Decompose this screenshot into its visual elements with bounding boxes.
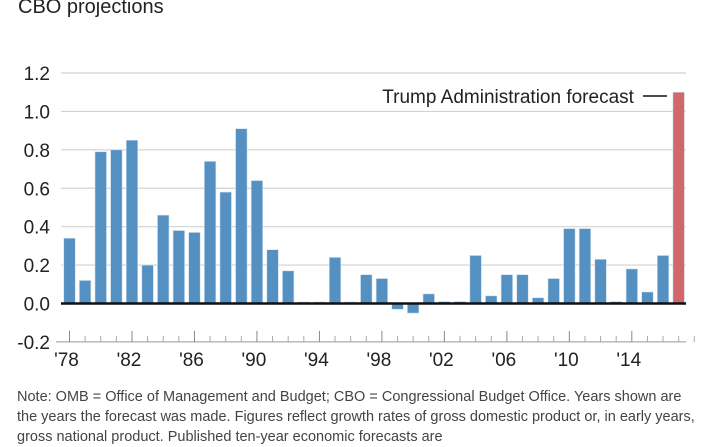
x-tick-label: '06	[491, 350, 516, 371]
x-tick-label: '98	[367, 350, 392, 371]
y-tick-label: 0.8	[24, 141, 50, 162]
x-tick-label: '02	[429, 350, 454, 371]
x-tick-label: '90	[242, 350, 267, 371]
y-tick-label: 0.4	[24, 218, 51, 239]
bar-2001	[422, 293, 435, 304]
gridlines	[61, 72, 686, 266]
bar-1984	[157, 214, 170, 304]
y-tick-label: 1.2	[24, 64, 50, 85]
x-tick-label: '10	[554, 350, 579, 371]
y-axis-tick-labels: 1.2 1.0 0.8 0.6 0.4 0.2 0.0 -0.2	[17, 64, 50, 354]
bar-1998	[375, 278, 388, 304]
chart-subtitle: CBO projections	[18, 0, 164, 18]
bar-1992	[282, 270, 295, 304]
bar-1990	[250, 180, 263, 304]
chart-note: Note: OMB = Office of Management and Bud…	[17, 389, 695, 445]
bar-2010	[563, 228, 576, 304]
x-tick-label: '94	[304, 350, 329, 371]
bar-1985	[172, 230, 185, 304]
bar-1987	[204, 161, 217, 304]
forecast-bar-2017	[672, 91, 685, 304]
bar-2016	[657, 255, 670, 304]
bar-1980	[94, 151, 107, 304]
bar-1982	[125, 139, 139, 304]
bar-1978	[63, 237, 76, 304]
bar-2007	[516, 274, 529, 304]
bar-1988	[219, 191, 232, 304]
annotation-trump-forecast: Trump Administration forecast	[382, 87, 634, 108]
x-tick-label: '14	[616, 350, 641, 371]
bar-1995	[328, 257, 342, 304]
bar-1983	[141, 264, 154, 304]
bar-2006	[500, 274, 513, 304]
annotations: Trump Administration forecast	[382, 87, 667, 108]
x-tick-label: '78	[54, 350, 79, 371]
bar-1991	[266, 249, 279, 304]
bar-1979	[79, 280, 92, 304]
bar-1997	[360, 274, 373, 304]
bar-1989	[235, 128, 248, 304]
bar-2000	[407, 303, 420, 314]
bar-2009	[547, 278, 560, 304]
bar-2015	[641, 291, 654, 304]
bar-1981	[110, 149, 123, 304]
x-axis: '78 '82 '86 '90 '94 '98 '02 '06 '10 '14	[54, 302, 695, 371]
bar-chart: 1.2 1.0 0.8 0.6 0.4 0.2 0.0 -0.2 '78 '82 '86 '90 '9…	[17, 64, 695, 371]
x-tick-label: '86	[179, 350, 204, 371]
y-tick-label: 1.0	[24, 102, 50, 123]
y-tick-label: 0.0	[24, 295, 50, 316]
bars	[63, 91, 685, 314]
y-tick-label: -0.2	[17, 333, 50, 354]
y-tick-label: 0.2	[24, 256, 50, 277]
bar-2014	[625, 268, 638, 304]
x-tick-label: '82	[117, 350, 142, 371]
y-tick-label: 0.6	[24, 179, 50, 200]
bar-1986	[188, 232, 201, 304]
bar-2012	[594, 259, 607, 304]
bar-2004	[469, 255, 482, 304]
bar-2011	[578, 228, 592, 304]
